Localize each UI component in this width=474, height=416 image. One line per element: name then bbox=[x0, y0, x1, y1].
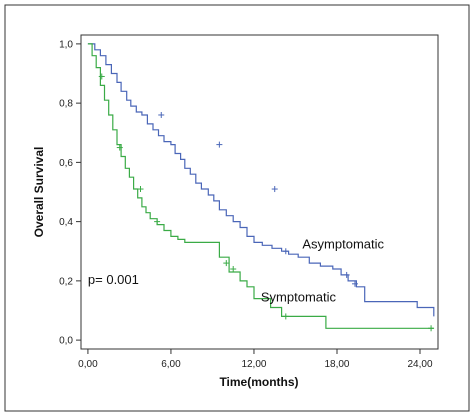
annotation-2: Symptomatic bbox=[261, 290, 337, 305]
x-tick-label: 0,00 bbox=[78, 359, 98, 370]
y-axis: 0,0 0,2 0,4 0,6 0,8 1,0 bbox=[59, 39, 81, 347]
x-axis: 0,00 6,00 12,00 18,00 24,00 bbox=[78, 349, 433, 370]
x-tick-label: 18,00 bbox=[324, 359, 349, 370]
x-tick-label: 12,00 bbox=[241, 359, 266, 370]
series-line-0 bbox=[87, 43, 435, 317]
x-tick-label: 6,00 bbox=[161, 359, 181, 370]
y-axis-title: Overall Survival bbox=[32, 147, 46, 238]
x-axis-title: Time(months) bbox=[219, 375, 298, 389]
y-tick-label: 0,0 bbox=[59, 336, 73, 347]
annotation-0: p= 0.001 bbox=[88, 272, 139, 287]
x-tick-label: 24,00 bbox=[407, 359, 432, 370]
y-tick-label: 0,6 bbox=[59, 158, 73, 169]
y-tick-label: 0,8 bbox=[59, 99, 73, 110]
series-layer bbox=[87, 43, 435, 332]
y-tick-label: 0,2 bbox=[59, 276, 73, 287]
y-tick-label: 1,0 bbox=[59, 39, 73, 50]
y-tick-label: 0,4 bbox=[59, 217, 73, 228]
annotations: p= 0.001 Asymptomatic Symptomatic bbox=[88, 236, 385, 304]
annotation-1: Asymptomatic bbox=[302, 236, 384, 251]
